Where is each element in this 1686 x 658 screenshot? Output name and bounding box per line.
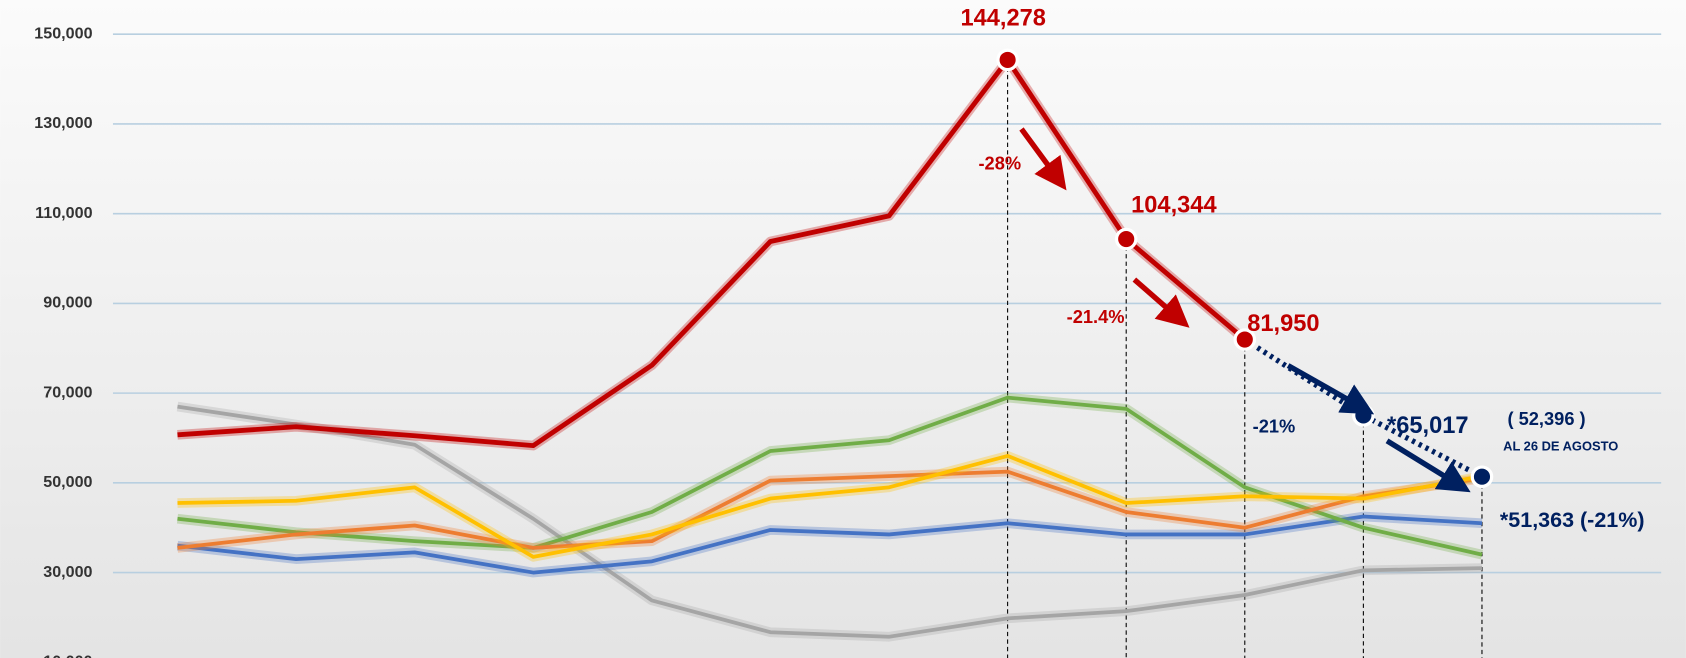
arrow: [1286, 363, 1375, 415]
y-tick-label: 70,000: [43, 383, 92, 401]
data-label: 81,950: [1247, 311, 1319, 337]
y-tick-label: 110,000: [35, 204, 92, 222]
series-line: [177, 395, 1483, 557]
projection-line: [1243, 337, 1484, 480]
series-line: [177, 469, 1483, 550]
y-tick-label: 10,000: [43, 653, 92, 658]
point: [1470, 465, 1494, 489]
point: [1114, 227, 1138, 251]
arrow: [1019, 127, 1067, 191]
annotation: AL 26 DE AGOSTO: [1503, 439, 1618, 454]
series-line: [177, 404, 1483, 639]
data-label: *51,363 (-21%): [1500, 508, 1645, 532]
annotation: -21%: [1253, 416, 1296, 437]
point: [996, 48, 1019, 72]
arrow: [1132, 277, 1190, 328]
data-label: 104,344: [1131, 193, 1217, 219]
data-label: *65,017: [1387, 413, 1469, 439]
y-tick-label: 30,000: [43, 563, 92, 581]
annotation: -28%: [978, 152, 1021, 173]
series-line: [177, 57, 1247, 449]
data-label: 144,278: [960, 6, 1045, 32]
annotation: -21.4%: [1067, 306, 1125, 327]
annotation: ( 52,396 ): [1507, 408, 1585, 429]
series-line: [177, 454, 1483, 559]
y-tick-label: 90,000: [43, 294, 92, 312]
y-tick-label: 130,000: [34, 114, 92, 132]
point: [1233, 328, 1257, 351]
y-tick-label: 150,000: [34, 24, 92, 42]
point: [1352, 404, 1375, 427]
arrow: [1385, 438, 1471, 493]
y-tick-label: 50,000: [43, 473, 92, 491]
series-line: [177, 514, 1483, 575]
